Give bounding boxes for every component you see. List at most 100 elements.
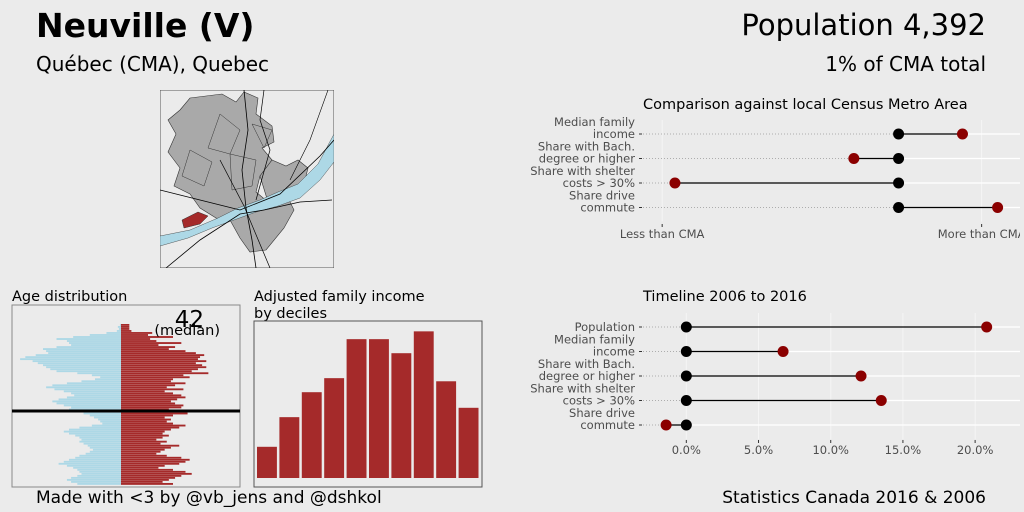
cma-share: 1% of CMA total bbox=[825, 52, 986, 76]
age-bar-female bbox=[121, 392, 173, 395]
river bbox=[160, 133, 334, 247]
age-bar-female bbox=[121, 434, 169, 437]
category-label: Share drive commute bbox=[569, 406, 635, 432]
age-bar-female bbox=[121, 348, 169, 351]
income-deciles-chart: Adjusted family income by deciles bbox=[253, 289, 483, 488]
age-bar-female bbox=[121, 370, 192, 373]
income-bar bbox=[458, 407, 479, 478]
timeline-marks bbox=[660, 321, 993, 431]
source-text: Statistics Canada 2016 & 2006 bbox=[722, 488, 986, 508]
age-bar-male bbox=[43, 364, 121, 367]
age-bar-male bbox=[85, 452, 121, 455]
category-label: Share with Bach. degree or higher bbox=[538, 357, 635, 383]
age-bar-male bbox=[56, 346, 121, 348]
page-subtitle: Québec (CMA), Quebec bbox=[36, 52, 270, 76]
comparison-axis: Less than CMA More than CMA bbox=[620, 224, 1020, 241]
age-bar-male bbox=[77, 474, 121, 477]
age-bar-male bbox=[77, 482, 121, 485]
age-bar-male bbox=[43, 348, 121, 351]
age-bar-male bbox=[71, 480, 121, 483]
age-bar-female bbox=[121, 328, 130, 330]
age-bar-female bbox=[121, 366, 207, 369]
age-bar-male bbox=[69, 428, 121, 431]
age-bar-male bbox=[50, 368, 121, 371]
category-label: Share with Bach. degree or higher bbox=[538, 140, 635, 166]
age-bar-male bbox=[91, 374, 121, 377]
age-bar-male bbox=[73, 466, 121, 469]
age-bar-male bbox=[63, 390, 121, 393]
age-bar-male bbox=[100, 420, 121, 423]
age-bar-female bbox=[121, 400, 171, 403]
age-bar-male bbox=[89, 334, 121, 336]
age-bar-male bbox=[98, 418, 121, 421]
age-bar-male bbox=[81, 380, 121, 383]
income-bar bbox=[346, 339, 367, 478]
age-bar-female bbox=[121, 430, 165, 433]
age-bar-male bbox=[48, 352, 122, 355]
category-label: Share with shelter costs > 30% bbox=[530, 382, 635, 408]
age-bar-male bbox=[63, 460, 121, 463]
age-bar-female bbox=[121, 396, 186, 399]
age-bar-male bbox=[89, 446, 121, 449]
age-bar-male bbox=[83, 442, 121, 445]
age-bar-male bbox=[116, 330, 121, 332]
age-bar-male bbox=[37, 362, 121, 365]
age-bar-male bbox=[71, 476, 121, 479]
local-point bbox=[981, 321, 993, 333]
age-bar-male bbox=[74, 394, 121, 397]
age-bar-male bbox=[119, 324, 121, 326]
age-bar-male bbox=[58, 462, 121, 465]
age-bar-female bbox=[121, 356, 201, 359]
age-chart-title: Age distribution bbox=[12, 289, 127, 305]
age-bar-male bbox=[75, 456, 121, 459]
income-bars bbox=[257, 331, 479, 478]
income-bar bbox=[257, 446, 277, 478]
road-2 bbox=[241, 90, 257, 268]
age-bar-female bbox=[121, 376, 190, 379]
baseline-point bbox=[680, 370, 692, 382]
age-bar-female bbox=[121, 390, 165, 393]
age-bar-male bbox=[91, 424, 121, 427]
age-bar-female bbox=[121, 354, 205, 357]
baseline-point bbox=[893, 128, 905, 140]
age-bar-male bbox=[95, 378, 121, 381]
age-bar-female bbox=[121, 340, 157, 342]
age-bar-male bbox=[106, 332, 121, 334]
age-bar-female bbox=[121, 464, 165, 467]
age-bar-female bbox=[121, 470, 186, 473]
age-bar-male bbox=[66, 382, 121, 385]
age-bar-female bbox=[121, 402, 176, 405]
age-bar-male bbox=[56, 338, 121, 340]
age-bar-female bbox=[121, 378, 173, 381]
road-1 bbox=[165, 199, 333, 268]
age-bar-male bbox=[52, 384, 121, 387]
age-bar-male bbox=[102, 422, 121, 425]
timeline-grid bbox=[643, 313, 1020, 439]
income-bar bbox=[436, 381, 457, 478]
age-bar-male bbox=[52, 400, 121, 403]
age-bar-female bbox=[121, 424, 186, 427]
age-bar-female bbox=[121, 372, 209, 375]
age-bar-male bbox=[73, 336, 121, 338]
age-bar-female bbox=[121, 450, 161, 453]
age-bar-male bbox=[20, 358, 122, 361]
age-bar-female bbox=[121, 374, 184, 377]
age-bar-male bbox=[83, 412, 121, 415]
age-bar-female bbox=[121, 336, 173, 338]
age-bar-male bbox=[79, 470, 121, 473]
age-bar-male bbox=[69, 342, 121, 344]
age-bar-female bbox=[121, 458, 190, 461]
category-label: Population bbox=[575, 320, 635, 334]
age-bar-male bbox=[69, 432, 121, 435]
age-bar-female bbox=[121, 342, 182, 344]
age-bar-male bbox=[58, 398, 121, 401]
age-bar-male bbox=[79, 426, 121, 429]
page-title: Neuville (V) bbox=[36, 6, 255, 45]
age-bar-male bbox=[46, 366, 122, 369]
age-bar-female bbox=[121, 404, 184, 407]
road-5 bbox=[255, 90, 271, 201]
median-age-value: 42 bbox=[175, 307, 204, 333]
comparison-chart-title: Comparison against local Census Metro Ar… bbox=[643, 97, 968, 113]
